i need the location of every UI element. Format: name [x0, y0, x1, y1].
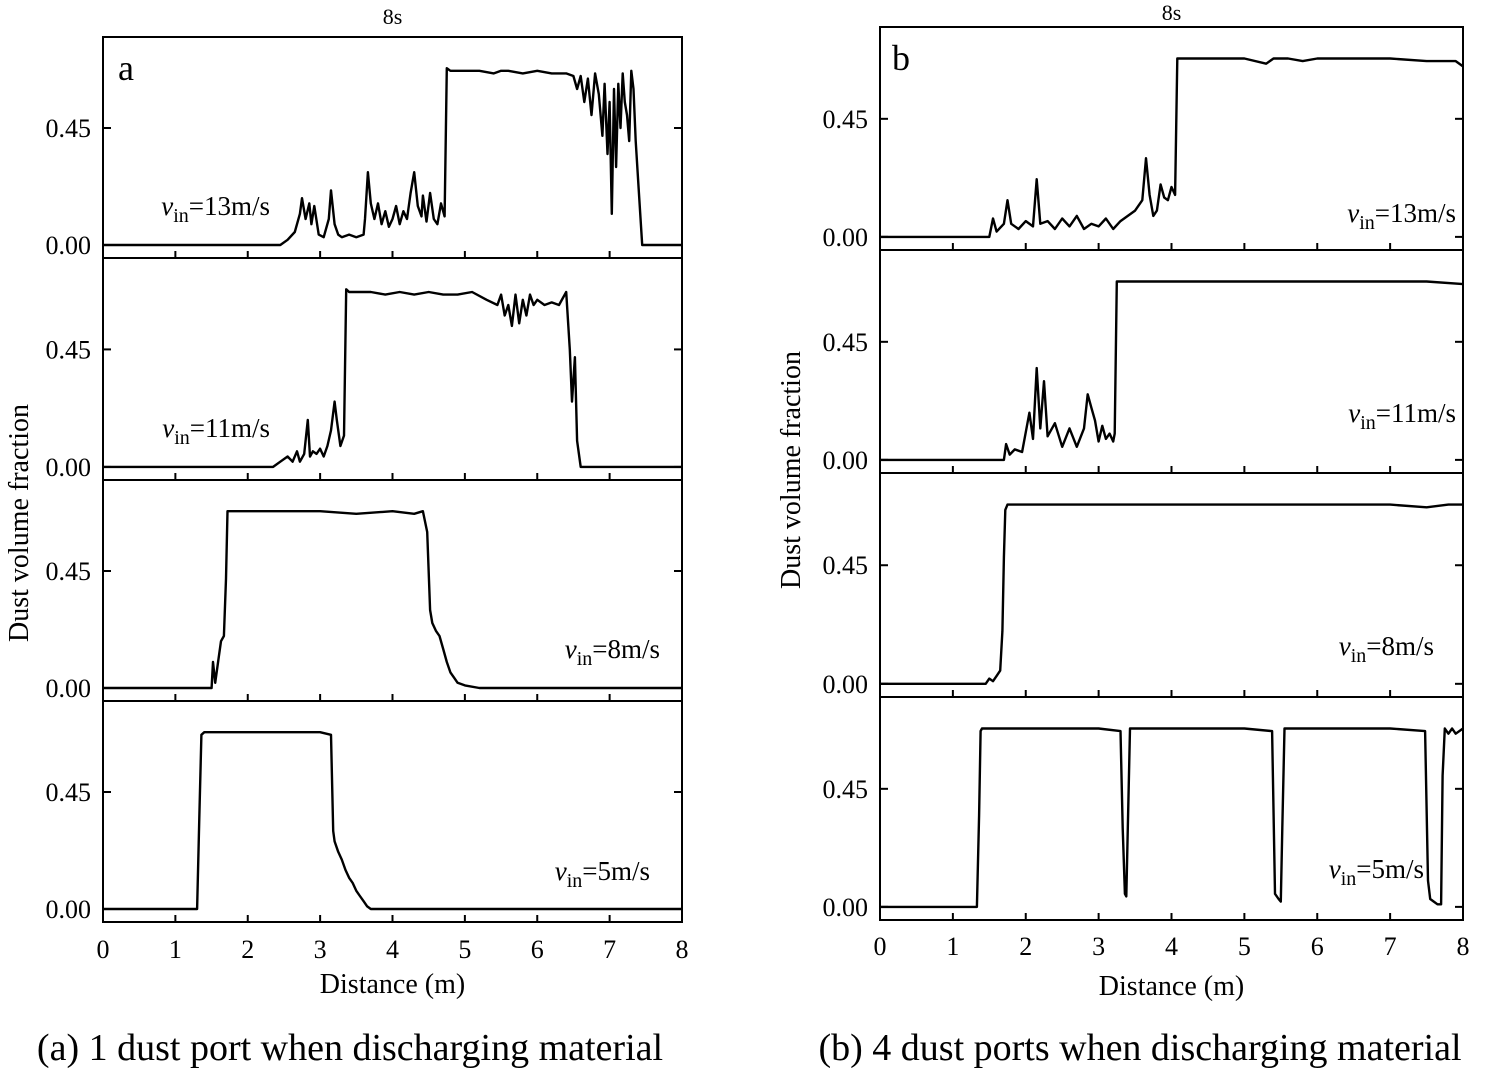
subplot-4: 0.00 0.45 vin=5m/s [46, 700, 683, 924]
subplot-2: 0.00 0.45 vin=11m/s [46, 257, 683, 482]
series-line-1 [103, 66, 682, 247]
series-line-2 [880, 280, 1464, 462]
x-axis-label: Distance (m) [1099, 971, 1244, 1002]
series-label: vin=11m/s [1348, 398, 1456, 434]
chart-panel-a: 8s0.000.45vin=13m/s0.000.45vin=11m/s0.00… [4, 4, 689, 1069]
subplot-3: 0.00 0.45 vin=8m/s [46, 479, 683, 703]
x-tick-label: 3 [314, 935, 327, 964]
series-line-3 [103, 510, 682, 690]
subplot-frame [102, 36, 683, 259]
x-tick-label: 1 [946, 932, 959, 961]
y-tick-label: 0.45 [46, 114, 92, 143]
x-tick-label: 4 [386, 935, 399, 964]
x-tick-label: 7 [1384, 932, 1397, 961]
series-line-2 [103, 288, 682, 469]
chart-top-title: 8s [1162, 0, 1182, 25]
series-label: vin=11m/s [162, 413, 270, 449]
subplot-frame [102, 257, 683, 481]
y-axis-label: Dust volume fraction [4, 404, 35, 642]
x-tick-label: 8 [676, 935, 689, 964]
series-line-1 [880, 57, 1464, 239]
x-axis-label: Distance (m) [320, 969, 465, 1000]
y-tick-label: 0.45 [823, 105, 869, 134]
y-tick-label: 0.45 [823, 328, 869, 357]
series-label: vin=8m/s [1339, 631, 1434, 667]
chart-panel-b: 8s0.000.45vin=13m/s0.000.45vin=11m/s0.00… [776, 0, 1470, 1069]
subplot-4: 0.00 0.45 vin=5m/s [823, 696, 1464, 922]
x-tick-label: 8 [1457, 932, 1470, 961]
x-tick-label: 2 [1019, 932, 1032, 961]
y-tick-label: 0.00 [46, 674, 92, 703]
x-tick-label: 6 [1311, 932, 1324, 961]
figure-caption: (b) 4 dust ports when discharging materi… [818, 1027, 1461, 1069]
x-tick-label: 1 [169, 935, 182, 964]
series-label: vin=8m/s [565, 634, 660, 670]
chart-top-title: 8s [383, 4, 403, 29]
y-tick-label: 0.00 [46, 453, 92, 482]
series-line-4 [880, 727, 1464, 909]
subplot-2: 0.00 0.45 vin=11m/s [823, 249, 1464, 475]
x-tick-label: 0 [874, 932, 887, 961]
series-line-3 [880, 503, 1463, 685]
series-line-4 [103, 731, 682, 911]
y-tick-label: 0.00 [823, 223, 869, 252]
series-label: vin=13m/s [1347, 198, 1456, 234]
y-tick-label: 0.00 [823, 670, 869, 699]
y-tick-label: 0.45 [823, 775, 869, 804]
y-tick-label: 0.00 [46, 895, 92, 924]
x-tick-label: 3 [1092, 932, 1105, 961]
y-tick-label: 0.45 [46, 557, 92, 586]
x-tick-label: 5 [1238, 932, 1251, 961]
x-tick-label: 0 [97, 935, 110, 964]
y-axis-label: Dust volume fraction [776, 351, 807, 589]
series-label: vin=5m/s [555, 856, 650, 892]
subplot-frame [102, 479, 683, 702]
y-tick-label: 0.00 [823, 893, 869, 922]
subplot-frame [102, 700, 683, 923]
panel-letter: b [892, 38, 910, 78]
x-tick-label: 2 [241, 935, 254, 964]
figure-caption: (a) 1 dust port when discharging materia… [37, 1027, 663, 1069]
x-tick-label: 6 [531, 935, 544, 964]
subplot-1: 0.00 0.45 vin=13m/s [46, 36, 683, 260]
series-label: vin=13m/s [161, 191, 270, 227]
x-tick-label: 7 [603, 935, 616, 964]
y-tick-label: 0.45 [823, 551, 869, 580]
y-tick-label: 0.00 [823, 446, 869, 475]
subplot-frame [879, 249, 1464, 474]
y-tick-label: 0.45 [46, 778, 92, 807]
subplot-frame [879, 472, 1464, 698]
subplot-3: 0.00 0.45 vin=8m/s [823, 472, 1464, 699]
x-tick-label: 4 [1165, 932, 1178, 961]
x-tick-label: 5 [458, 935, 471, 964]
panel-letter: a [118, 48, 134, 88]
y-tick-label: 0.00 [46, 231, 92, 260]
subplot-frame [879, 696, 1464, 921]
subplot-1: 0.00 0.45 vin=13m/s [823, 26, 1464, 252]
y-tick-label: 0.45 [46, 335, 92, 364]
series-label: vin=5m/s [1329, 854, 1424, 890]
